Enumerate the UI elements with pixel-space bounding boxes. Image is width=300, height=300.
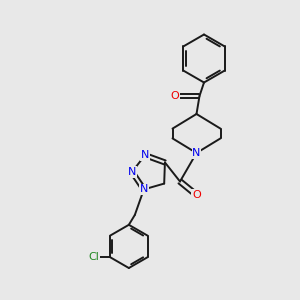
Text: N: N bbox=[128, 167, 136, 177]
Text: N: N bbox=[140, 184, 148, 194]
Text: Cl: Cl bbox=[88, 252, 99, 262]
Text: O: O bbox=[170, 91, 179, 101]
Text: O: O bbox=[192, 190, 201, 200]
Text: N: N bbox=[141, 150, 149, 160]
Text: N: N bbox=[192, 148, 201, 158]
